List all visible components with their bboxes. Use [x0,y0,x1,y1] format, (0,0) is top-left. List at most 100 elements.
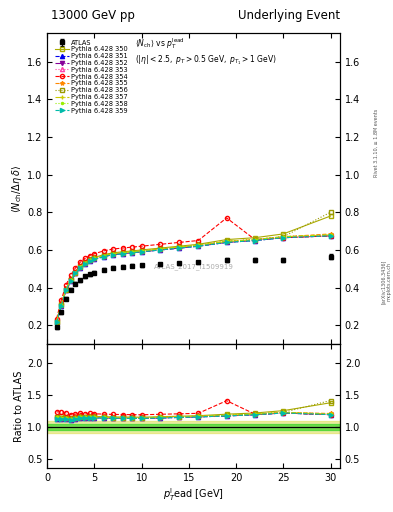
Pythia 6.428 350 [101,251,106,258]
Pythia 6.428 356 [111,251,116,257]
Pythia 6.428 357 [59,302,64,308]
Pythia 6.428 358 [59,302,64,308]
Pythia 6.428 354 [196,238,201,244]
Pythia 6.428 351 [111,251,116,258]
Pythia 6.428 351 [158,247,163,253]
Pythia 6.428 355 [328,231,333,237]
Pythia 6.428 353 [224,239,229,245]
Pythia 6.428 355 [111,251,116,257]
Pythia 6.428 358 [253,237,257,243]
Text: Rivet 3.1.10, ≥ 1.8M events: Rivet 3.1.10, ≥ 1.8M events [374,109,379,178]
Pythia 6.428 356 [224,239,229,245]
Y-axis label: $\langle N_{\rm ch} / \Delta\eta\,\delta\rangle$: $\langle N_{\rm ch} / \Delta\eta\,\delta… [10,165,24,213]
Pythia 6.428 356 [59,302,64,308]
Pythia 6.428 359 [54,319,59,326]
Pythia 6.428 357 [177,244,182,250]
Pythia 6.428 357 [54,318,59,325]
Pythia 6.428 352 [78,265,83,271]
Pythia 6.428 353 [120,250,125,256]
Pythia 6.428 350 [78,263,83,269]
Pythia 6.428 353 [59,302,64,308]
Pythia 6.428 354 [73,265,78,271]
Pythia 6.428 355 [92,255,97,262]
Pythia 6.428 355 [130,249,134,255]
Pythia 6.428 353 [111,251,116,257]
Pythia 6.428 357 [120,250,125,256]
Pythia 6.428 352 [130,250,134,256]
Pythia 6.428 354 [158,241,163,247]
Pythia 6.428 350 [83,259,87,265]
Pythia 6.428 358 [281,233,286,240]
Pythia 6.428 351 [196,243,201,249]
Pythia 6.428 356 [120,250,125,256]
Bar [47,424,340,430]
Pythia 6.428 352 [281,234,286,241]
Text: Underlying Event: Underlying Event [238,9,340,22]
Pythia 6.428 355 [68,277,73,283]
Pythia 6.428 354 [224,215,229,221]
Pythia 6.428 355 [101,252,106,259]
Line: Pythia 6.428 352: Pythia 6.428 352 [55,233,332,325]
Pythia 6.428 353 [78,264,83,270]
Pythia 6.428 359 [101,253,106,260]
Y-axis label: Ratio to ATLAS: Ratio to ATLAS [14,371,24,442]
Pythia 6.428 353 [253,237,257,243]
Pythia 6.428 352 [59,303,64,309]
Line: Pythia 6.428 354: Pythia 6.428 354 [55,216,332,321]
Pythia 6.428 358 [54,318,59,325]
Pythia 6.428 353 [281,233,286,240]
Pythia 6.428 353 [64,286,68,292]
Pythia 6.428 352 [177,245,182,251]
X-axis label: $p_T^{\rm l}$ead [GeV]: $p_T^{\rm l}$ead [GeV] [163,486,224,503]
Pythia 6.428 350 [59,301,64,307]
Pythia 6.428 353 [158,246,163,252]
Pythia 6.428 352 [68,278,73,284]
Pythia 6.428 356 [130,249,134,255]
Pythia 6.428 359 [224,239,229,245]
Pythia 6.428 351 [59,303,64,309]
Pythia 6.428 351 [92,257,97,263]
Pythia 6.428 353 [196,242,201,248]
Pythia 6.428 357 [68,277,73,283]
Pythia 6.428 358 [87,257,92,263]
Pythia 6.428 357 [196,242,201,248]
Pythia 6.428 351 [78,265,83,271]
Pythia 6.428 359 [177,245,182,251]
Pythia 6.428 357 [73,269,78,275]
Pythia 6.428 351 [73,270,78,276]
Pythia 6.428 351 [68,278,73,284]
Pythia 6.428 350 [139,247,144,253]
Pythia 6.428 351 [83,261,87,267]
Pythia 6.428 351 [328,233,333,239]
Line: Pythia 6.428 355: Pythia 6.428 355 [55,232,332,324]
Pythia 6.428 359 [253,238,257,244]
Pythia 6.428 350 [111,250,116,256]
Pythia 6.428 352 [196,243,201,249]
Pythia 6.428 357 [83,260,87,266]
Pythia 6.428 358 [64,286,68,292]
Pythia 6.428 352 [92,257,97,263]
Pythia 6.428 355 [54,318,59,325]
Pythia 6.428 350 [87,257,92,263]
Pythia 6.428 357 [64,286,68,292]
Line: Pythia 6.428 353: Pythia 6.428 353 [55,233,332,324]
Pythia 6.428 357 [281,233,286,240]
Pythia 6.428 352 [101,253,106,260]
Pythia 6.428 352 [64,287,68,293]
Pythia 6.428 350 [120,249,125,255]
Pythia 6.428 356 [328,209,333,216]
Pythia 6.428 358 [92,255,97,262]
Pythia 6.428 350 [54,318,59,325]
Pythia 6.428 356 [64,286,68,292]
Pythia 6.428 356 [177,244,182,250]
Line: Pythia 6.428 357: Pythia 6.428 357 [55,233,332,324]
Pythia 6.428 359 [83,261,87,267]
Pythia 6.428 350 [92,254,97,261]
Pythia 6.428 357 [328,232,333,238]
Line: Pythia 6.428 358: Pythia 6.428 358 [55,233,332,324]
Pythia 6.428 354 [78,259,83,265]
Pythia 6.428 359 [139,249,144,255]
Pythia 6.428 356 [139,248,144,254]
Pythia 6.428 355 [253,237,257,243]
Pythia 6.428 353 [92,255,97,262]
